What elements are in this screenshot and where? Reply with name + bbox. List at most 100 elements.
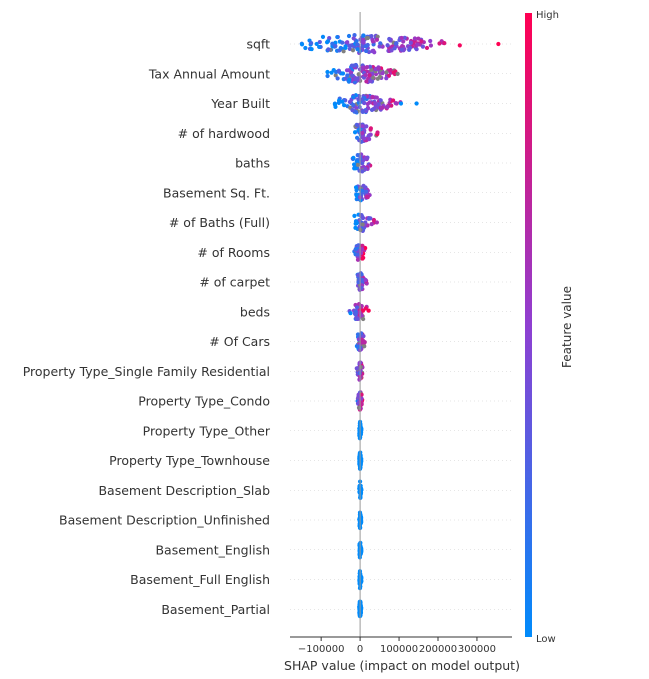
shap-point [394, 40, 399, 46]
shap-point [360, 222, 365, 227]
shap-point [360, 124, 365, 129]
shap-point [351, 95, 356, 100]
shap-point [350, 108, 355, 113]
shap-point [362, 344, 367, 349]
shap-point [324, 40, 330, 45]
feature-label: Property Type_Other [143, 423, 271, 438]
shap-point [360, 169, 365, 174]
x-tick-label: −100000 [298, 644, 345, 655]
shap-point [361, 40, 366, 45]
shap-point [368, 78, 373, 84]
shap-point [353, 246, 358, 252]
shap-point [358, 213, 363, 218]
shap-point [354, 76, 359, 81]
shap-point [378, 41, 383, 46]
feature-label: # of Rooms [197, 245, 270, 260]
shap-point [345, 40, 350, 45]
shap-point-outlier [496, 41, 501, 47]
shap-point [358, 517, 363, 522]
shap-point [365, 35, 370, 41]
shap-point [354, 366, 359, 371]
shap-point [343, 76, 348, 81]
feature-label: # Of Cars [209, 334, 270, 349]
shap-point [369, 222, 374, 227]
shap-point [356, 394, 361, 399]
shap-point [355, 162, 360, 167]
shap-point [363, 73, 368, 78]
shap-point [317, 44, 322, 50]
colorbar-high-label: High [536, 10, 559, 21]
shap-point [442, 41, 447, 46]
shap-point [351, 36, 356, 41]
shap-point [353, 219, 359, 224]
shap-point [457, 43, 462, 48]
shap-point [357, 461, 362, 466]
shap-point [364, 65, 370, 70]
shap-point [330, 41, 335, 46]
shap-point [335, 76, 340, 81]
shap-point [341, 49, 346, 54]
shap-point [354, 39, 359, 44]
shap-point [369, 107, 375, 113]
shap-point [341, 103, 347, 108]
feature-label: Tax Annual Amount [148, 66, 270, 81]
shap-point [352, 213, 357, 218]
shap-point [393, 101, 398, 106]
shap-point [402, 35, 407, 40]
shap-point [345, 73, 350, 78]
shap-point [355, 42, 360, 47]
feature-label: Basement_English [155, 542, 270, 557]
shap-point [363, 277, 368, 283]
shap-point [344, 68, 350, 73]
shap-point [309, 41, 314, 46]
shap-point [392, 46, 397, 51]
x-tick-label: 100000 [380, 644, 418, 655]
shap-point [366, 216, 371, 221]
shap-point [358, 483, 363, 488]
shap-point [415, 42, 420, 47]
shap-point [376, 66, 381, 71]
shap-point [355, 332, 361, 337]
shap-point [407, 45, 413, 50]
shap-point [299, 42, 305, 47]
shap-point [362, 100, 367, 106]
shap-point [333, 73, 338, 78]
shap-point [370, 95, 375, 100]
shap-point [348, 311, 353, 316]
shap-point [354, 122, 359, 127]
shap-point [419, 39, 424, 44]
shap-point [336, 100, 341, 105]
shap-point [370, 39, 376, 44]
shap-point [358, 188, 364, 193]
shap-point [346, 33, 352, 39]
shap-point [389, 48, 394, 53]
shap-point [325, 73, 330, 79]
x-axis: −100000 0 100000 200000 300000 [290, 636, 512, 655]
shap-point [357, 360, 362, 366]
shap-point [375, 76, 380, 81]
shap-point [370, 48, 375, 54]
shap-point [361, 316, 366, 322]
feature-label: Basement Sq. Ft. [163, 185, 270, 200]
shap-point [364, 108, 369, 114]
feature-label: Property Type_Condo [138, 394, 270, 409]
feature-rows: sqft Tax Annual Amount Year Built # of hard… [23, 37, 512, 617]
feature-label: beds [240, 304, 270, 319]
shap-point [367, 73, 372, 78]
shap-point [412, 36, 417, 41]
shap-point [353, 185, 359, 190]
shap-point [378, 98, 383, 103]
shap-point [375, 130, 380, 135]
shap-point [361, 33, 366, 38]
shap-point [359, 337, 365, 342]
shap-point [369, 34, 374, 39]
shap-point-outlier [414, 101, 419, 106]
shap-point [360, 256, 365, 261]
shap-point [333, 43, 338, 49]
shap-point [374, 220, 380, 225]
shap-point [363, 44, 369, 49]
shap-point [428, 43, 434, 48]
shap-point [355, 252, 360, 257]
shap-point [355, 272, 361, 278]
